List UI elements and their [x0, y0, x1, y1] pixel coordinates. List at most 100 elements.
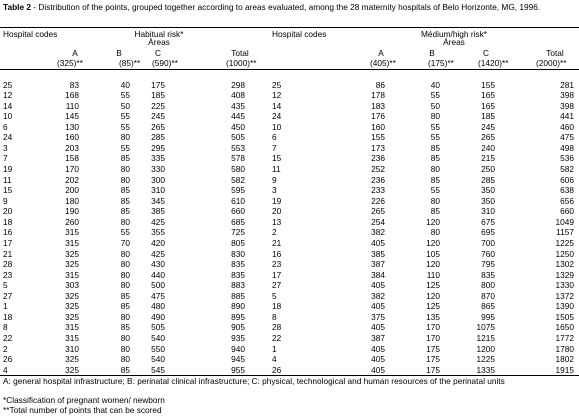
cell-right-total: 606 [560, 174, 574, 185]
cell-left-a: 315 [65, 237, 79, 248]
cell-left-code: 3 [3, 142, 8, 153]
cell-right-a: 387 [371, 332, 385, 343]
cell-left-b: 55 [120, 90, 130, 101]
cell-right-code: 18 [272, 301, 282, 312]
cell-left-code: 8 [3, 322, 8, 333]
cell-right-b: 85 [430, 174, 440, 185]
cell-left-total: 660 [231, 206, 245, 217]
cell-left-a: 325 [65, 311, 79, 322]
cell-right-b: 120 [426, 259, 440, 269]
cell-left-a: 325 [65, 290, 79, 301]
cell-left-b: 85 [120, 364, 130, 375]
cell-right-code: 16 [272, 248, 282, 259]
cell-left-c: 175 [151, 79, 165, 90]
cell-left-code: 18 [3, 311, 13, 322]
cell-left-c: 440 [151, 269, 165, 280]
cell-right-code: 6 [272, 132, 277, 143]
cell-left-a: 110 [65, 100, 79, 111]
cell-right-total: 656 [560, 195, 574, 206]
cell-right-b: 125 [426, 301, 440, 312]
cell-left-a: 203 [65, 142, 79, 153]
cell-left-total: 905 [231, 322, 245, 333]
cell-right-code: 14 [272, 100, 282, 111]
cell-left-a: 303 [65, 280, 79, 291]
cell-left-a: 83 [69, 79, 79, 90]
cell-right-a: 405 [371, 322, 385, 333]
cell-right-c: 245 [481, 121, 495, 132]
cell-left-b: 80 [120, 311, 130, 322]
cell-left-code: 11 [3, 174, 12, 185]
cell-left-b: 80 [120, 164, 130, 174]
cell-left-c: 475 [151, 290, 165, 301]
cell-left-a: 325 [65, 354, 79, 365]
left-areas-heading: Áreas [148, 37, 170, 47]
cell-right-total: 660 [560, 206, 574, 217]
cell-left-b: 55 [120, 142, 130, 153]
cell-right-b: 175 [426, 364, 440, 375]
footnote-abbreviations: A: general hospital infrastructure; B: p… [3, 376, 505, 386]
cell-right-total: 281 [560, 79, 574, 90]
cell-right-code: 25 [272, 79, 282, 90]
cell-left-total: 505 [231, 132, 245, 143]
left-col-c-header: C [155, 48, 161, 58]
cell-left-b: 80 [120, 259, 130, 269]
cell-right-c: 165 [481, 100, 495, 111]
cell-right-total: 1390 [555, 301, 574, 312]
cell-right-code: 4 [272, 354, 277, 365]
cell-left-b: 80 [120, 280, 130, 291]
cell-right-a: 384 [371, 269, 385, 280]
cell-left-b: 55 [120, 121, 130, 132]
cell-right-total: 460 [560, 121, 574, 132]
cell-left-code: 18 [3, 216, 13, 227]
cell-right-code: 22 [272, 332, 282, 343]
cell-right-total: 1915 [555, 364, 574, 375]
cell-left-b: 55 [120, 111, 130, 122]
cell-left-c: 300 [151, 174, 165, 185]
cell-right-code: 9 [272, 174, 277, 185]
left-risk-heading: Habitual risk* [134, 29, 184, 39]
cell-left-code: 10 [3, 111, 13, 122]
cell-right-b: 125 [426, 280, 440, 291]
cell-right-b: 85 [430, 206, 440, 217]
left-col-total-header: Total [231, 48, 249, 58]
cell-left-a: 202 [65, 174, 79, 185]
cell-left-a: 315 [65, 227, 79, 238]
left-hospital-codes-heading: Hospital codes [3, 29, 58, 39]
cell-left-c: 425 [151, 248, 165, 259]
cell-right-a: 183 [371, 100, 385, 111]
caption-text: - Distribution of the points, grouped to… [30, 2, 541, 12]
cell-right-total: 1650 [555, 322, 574, 333]
cell-right-code: 19 [272, 195, 282, 206]
cell-left-c: 480 [151, 301, 165, 312]
right-col-a-max: (405)** [370, 58, 396, 68]
cell-right-code: 11 [272, 164, 281, 174]
cell-left-b: 85 [120, 153, 130, 164]
cell-right-a: 173 [371, 142, 385, 153]
cell-right-c: 155 [481, 79, 495, 90]
cell-left-c: 490 [151, 311, 165, 322]
cell-left-a: 325 [65, 248, 79, 259]
cell-left-a: 145 [65, 111, 79, 122]
cell-right-c: 1200 [476, 343, 495, 354]
right-col-total-max: (2000)** [536, 58, 567, 68]
cell-right-c: 265 [481, 132, 495, 143]
cell-right-total: 441 [560, 111, 574, 122]
cell-right-total: 1372 [555, 290, 574, 301]
cell-left-a: 325 [65, 364, 79, 375]
cell-left-b: 80 [120, 343, 130, 354]
cell-right-b: 80 [430, 111, 440, 122]
cell-right-b: 80 [430, 164, 440, 174]
cell-right-a: 236 [371, 174, 385, 185]
cell-left-b: 80 [120, 248, 130, 259]
cell-left-code: 15 [3, 185, 13, 196]
cell-left-total: 890 [231, 301, 245, 312]
cell-right-code: 7 [272, 142, 277, 153]
cell-right-b: 80 [430, 195, 440, 206]
cell-left-b: 55 [120, 227, 130, 238]
cell-left-b: 80 [120, 332, 130, 343]
cell-right-total: 1802 [555, 354, 574, 365]
left-col-b-max: (85)** [119, 58, 141, 68]
cell-left-a: 160 [65, 132, 79, 143]
cell-left-a: 325 [65, 301, 79, 312]
cell-left-total: 940 [231, 343, 245, 354]
